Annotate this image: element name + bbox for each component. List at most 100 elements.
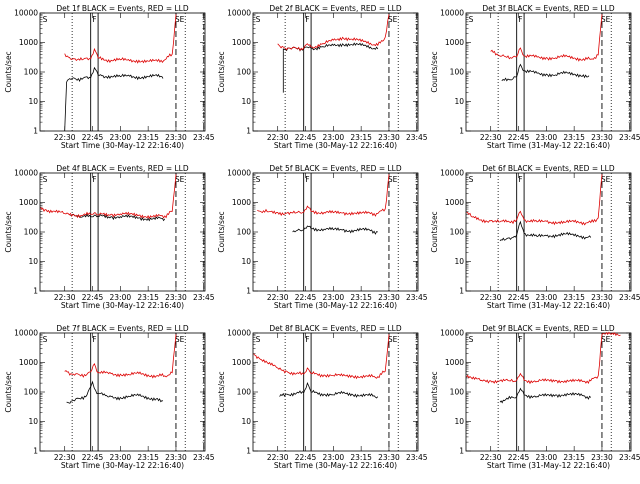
y-tick-label: 1 bbox=[33, 287, 38, 296]
lld-series-line bbox=[64, 334, 177, 379]
chart-panel-2: Det 2f BLACK = Events, RED = LLD 1 10 100 10… bbox=[217, 4, 428, 150]
y-tick-label: 1 bbox=[246, 287, 251, 296]
x-tick-label: 22:45 bbox=[82, 133, 104, 142]
x-tick-label: 23:15 bbox=[350, 133, 372, 142]
x-tick-label: 23:30 bbox=[591, 133, 613, 142]
marker-label: F bbox=[305, 335, 309, 344]
plot-frame bbox=[39, 332, 206, 452]
marker-label: SE bbox=[175, 335, 185, 344]
x-tick-label: 22:30 bbox=[54, 133, 76, 142]
y-tick-label: 10 bbox=[454, 257, 464, 266]
x-tick-label: 23:15 bbox=[137, 133, 159, 142]
chart-panel-4: Det 4f BLACK = Events, RED = LLD 1 10 100 10… bbox=[4, 164, 215, 310]
x-tick-label: 22:45 bbox=[295, 133, 317, 142]
y-tick-label: 100 bbox=[24, 68, 39, 77]
y-tick-label: 1000 bbox=[445, 358, 464, 367]
x-axis-label: Start Time (30-May-12 22:16:40) bbox=[61, 461, 184, 470]
marker-label: S bbox=[43, 175, 48, 184]
x-tick-label: 22:45 bbox=[82, 453, 104, 462]
y-axis-label: Counts/sec bbox=[4, 211, 13, 252]
y-tick-label: 10 bbox=[241, 97, 251, 106]
chart-title: Det 9f BLACK = Events, RED = LLD bbox=[482, 324, 615, 333]
y-tick-label: 10000 bbox=[227, 329, 251, 338]
marker-label: F bbox=[518, 175, 522, 184]
y-tick-label: 10 bbox=[28, 417, 38, 426]
x-tick-label: 22:30 bbox=[480, 293, 502, 302]
x-tick-label: 23:00 bbox=[323, 133, 345, 142]
x-tick-label: 22:30 bbox=[267, 293, 289, 302]
chart-panel-1: Det 1f BLACK = Events, RED = LLD 1 10 100 10… bbox=[4, 4, 215, 150]
y-tick-label: 10 bbox=[454, 97, 464, 106]
plot-frame bbox=[252, 172, 419, 292]
marker-label: S bbox=[256, 175, 261, 184]
x-tick-label: 22:30 bbox=[267, 133, 289, 142]
marker-label: SE bbox=[601, 175, 611, 184]
y-tick-label: 1 bbox=[459, 287, 464, 296]
x-tick-label: 23:15 bbox=[563, 293, 585, 302]
y-axis-label: Counts/sec bbox=[4, 371, 13, 412]
lld-series-line bbox=[40, 174, 177, 220]
events-series-line bbox=[282, 42, 379, 93]
x-tick-label: 22:45 bbox=[508, 293, 530, 302]
y-tick-label: 10 bbox=[454, 417, 464, 426]
y-axis-label: Counts/sec bbox=[217, 211, 226, 252]
x-axis-label: Start Time (31-May-12 22:16:40) bbox=[487, 301, 610, 310]
y-tick-label: 100 bbox=[450, 388, 465, 397]
y-tick-label: 1000 bbox=[232, 358, 251, 367]
chart-title: Det 3f BLACK = Events, RED = LLD bbox=[482, 4, 615, 13]
x-tick-label: 23:15 bbox=[350, 293, 372, 302]
chart-panel-9: Det 9f BLACK = Events, RED = LLD 1 10 100 10… bbox=[430, 324, 640, 470]
x-tick-label: 23:15 bbox=[563, 453, 585, 462]
lld-series-line bbox=[257, 174, 390, 217]
marker-label: S bbox=[43, 335, 48, 344]
x-tick-label: 23:00 bbox=[110, 133, 132, 142]
marker-label: SE bbox=[388, 175, 398, 184]
chart-panel-7: Det 7f BLACK = Events, RED = LLD 1 10 100 10… bbox=[4, 324, 215, 470]
x-axis-label: Start Time (31-May-12 22:16:40) bbox=[487, 141, 610, 150]
y-tick-label: 10 bbox=[241, 257, 251, 266]
chart-title: Det 6f BLACK = Events, RED = LLD bbox=[482, 164, 615, 173]
x-tick-label: 23:15 bbox=[350, 453, 372, 462]
x-tick-label: 22:30 bbox=[480, 133, 502, 142]
x-tick-label: 22:45 bbox=[508, 133, 530, 142]
events-series-line bbox=[499, 387, 592, 404]
y-axis-label: Counts/sec bbox=[430, 371, 439, 412]
x-tick-label: 23:45 bbox=[406, 133, 428, 142]
plot-frame bbox=[465, 172, 632, 292]
marker-label: SE bbox=[175, 175, 185, 184]
chart-panel-3: Det 3f BLACK = Events, RED = LLD 1 10 100 10… bbox=[430, 4, 640, 150]
plot-frame bbox=[465, 12, 632, 132]
y-tick-label: 10000 bbox=[14, 9, 38, 18]
marker-label: F bbox=[92, 15, 96, 24]
marker-label: S bbox=[256, 15, 261, 24]
x-tick-label: 23:00 bbox=[110, 293, 132, 302]
chart-title: Det 4f BLACK = Events, RED = LLD bbox=[56, 164, 189, 173]
x-tick-label: 23:00 bbox=[536, 453, 558, 462]
marker-label: F bbox=[92, 335, 96, 344]
marker-label: F bbox=[92, 175, 96, 184]
y-tick-label: 1 bbox=[246, 127, 251, 136]
x-tick-label: 23:30 bbox=[165, 133, 187, 142]
y-tick-label: 10000 bbox=[440, 9, 464, 18]
marker-label: F bbox=[305, 175, 309, 184]
marker-label: S bbox=[256, 335, 261, 344]
x-tick-label: 23:30 bbox=[165, 293, 187, 302]
marker-label: S bbox=[469, 175, 474, 184]
x-tick-label: 23:45 bbox=[406, 293, 428, 302]
events-series-line bbox=[279, 381, 379, 399]
x-tick-label: 23:45 bbox=[193, 453, 215, 462]
x-tick-label: 22:30 bbox=[480, 453, 502, 462]
x-tick-label: 23:00 bbox=[323, 293, 345, 302]
y-tick-label: 100 bbox=[237, 68, 252, 77]
x-axis-label: Start Time (30-May-12 22:16:40) bbox=[274, 141, 397, 150]
lld-series-line bbox=[64, 14, 177, 64]
y-tick-label: 10000 bbox=[227, 169, 251, 178]
events-series-line bbox=[70, 213, 166, 222]
x-tick-label: 22:30 bbox=[54, 293, 76, 302]
chart-panel-5: Det 5f BLACK = Events, RED = LLD 1 10 100 10… bbox=[217, 164, 428, 310]
chart-title: Det 1f BLACK = Events, RED = LLD bbox=[56, 4, 189, 13]
x-tick-label: 23:15 bbox=[137, 293, 159, 302]
x-tick-label: 22:30 bbox=[267, 453, 289, 462]
